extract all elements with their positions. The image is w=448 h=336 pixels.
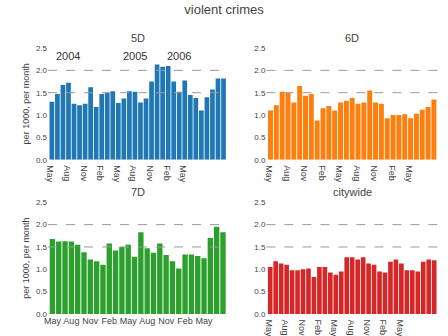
svg-text:0.5: 0.5 — [36, 287, 48, 296]
svg-text:0.0: 0.0 — [36, 156, 48, 165]
svg-text:Aug: Aug — [280, 320, 290, 336]
svg-text:May: May — [395, 320, 405, 336]
svg-text:Feb: Feb — [387, 165, 397, 181]
svg-text:May: May — [120, 316, 138, 326]
svg-text:5D: 5D — [131, 32, 145, 44]
svg-text:citywide: citywide — [333, 186, 372, 198]
svg-text:2004: 2004 — [56, 50, 80, 62]
svg-text:violent crimes: violent crimes — [184, 2, 264, 17]
svg-text:Nov: Nov — [79, 165, 89, 182]
svg-text:May: May — [329, 320, 339, 336]
svg-text:May: May — [44, 316, 62, 326]
svg-text:2.5: 2.5 — [36, 44, 48, 53]
svg-text:2006: 2006 — [167, 50, 191, 62]
svg-text:2.0: 2.0 — [36, 66, 48, 75]
svg-text:Feb: Feb — [162, 165, 172, 181]
svg-text:May: May — [264, 320, 274, 336]
svg-text:Aug: Aug — [63, 316, 79, 326]
svg-text:6D: 6D — [345, 32, 359, 44]
svg-text:per 1000, per month: per 1000, per month — [21, 63, 31, 144]
svg-text:Nov: Nov — [299, 165, 309, 182]
svg-text:2.5: 2.5 — [254, 198, 266, 207]
svg-text:Nov: Nov — [369, 165, 379, 182]
svg-text:0.5: 0.5 — [36, 133, 48, 142]
svg-text:Aug: Aug — [128, 165, 138, 181]
svg-text:Aug: Aug — [346, 320, 356, 336]
svg-text:2.0: 2.0 — [254, 220, 266, 229]
svg-text:1.0: 1.0 — [36, 111, 48, 120]
svg-text:Nov: Nov — [145, 165, 155, 182]
svg-text:Nov: Nov — [82, 316, 99, 326]
svg-text:Feb: Feb — [95, 165, 105, 181]
svg-text:1.5: 1.5 — [254, 243, 266, 252]
svg-text:1.5: 1.5 — [36, 88, 48, 97]
svg-text:2.0: 2.0 — [254, 66, 266, 75]
svg-text:0.0: 0.0 — [254, 156, 266, 165]
svg-text:Feb: Feb — [317, 165, 327, 181]
svg-text:0.0: 0.0 — [36, 310, 48, 319]
svg-text:2.0: 2.0 — [36, 220, 48, 229]
svg-text:May: May — [334, 165, 344, 183]
svg-text:Nov: Nov — [158, 316, 175, 326]
svg-text:May: May — [112, 165, 122, 183]
svg-text:2.5: 2.5 — [254, 44, 266, 53]
svg-text:0.5: 0.5 — [254, 133, 266, 142]
svg-text:Feb: Feb — [102, 316, 118, 326]
svg-text:7D: 7D — [131, 186, 145, 198]
svg-text:1.5: 1.5 — [254, 88, 266, 97]
svg-text:2005: 2005 — [123, 50, 147, 62]
svg-text:1.0: 1.0 — [36, 265, 48, 274]
svg-text:May: May — [178, 165, 188, 183]
svg-text:1.0: 1.0 — [254, 265, 266, 274]
svg-text:Aug: Aug — [282, 165, 292, 181]
svg-text:May: May — [264, 165, 274, 183]
svg-text:May: May — [404, 165, 414, 183]
svg-text:Feb: Feb — [177, 316, 193, 326]
svg-text:Aug: Aug — [139, 316, 155, 326]
svg-text:0.5: 0.5 — [254, 287, 266, 296]
svg-text:0.0: 0.0 — [254, 310, 266, 319]
svg-text:Feb: Feb — [378, 320, 388, 336]
svg-text:1.0: 1.0 — [254, 111, 266, 120]
svg-text:per 1000, per month: per 1000, per month — [21, 218, 31, 299]
svg-text:May: May — [45, 165, 55, 183]
svg-text:Aug: Aug — [62, 165, 72, 181]
svg-text:1.5: 1.5 — [36, 243, 48, 252]
svg-text:Feb: Feb — [313, 320, 323, 336]
svg-text:May: May — [196, 316, 214, 326]
svg-text:Nov: Nov — [297, 320, 307, 336]
svg-text:Aug: Aug — [352, 165, 362, 181]
svg-text:2.5: 2.5 — [36, 198, 48, 207]
svg-text:Nov: Nov — [362, 320, 372, 336]
